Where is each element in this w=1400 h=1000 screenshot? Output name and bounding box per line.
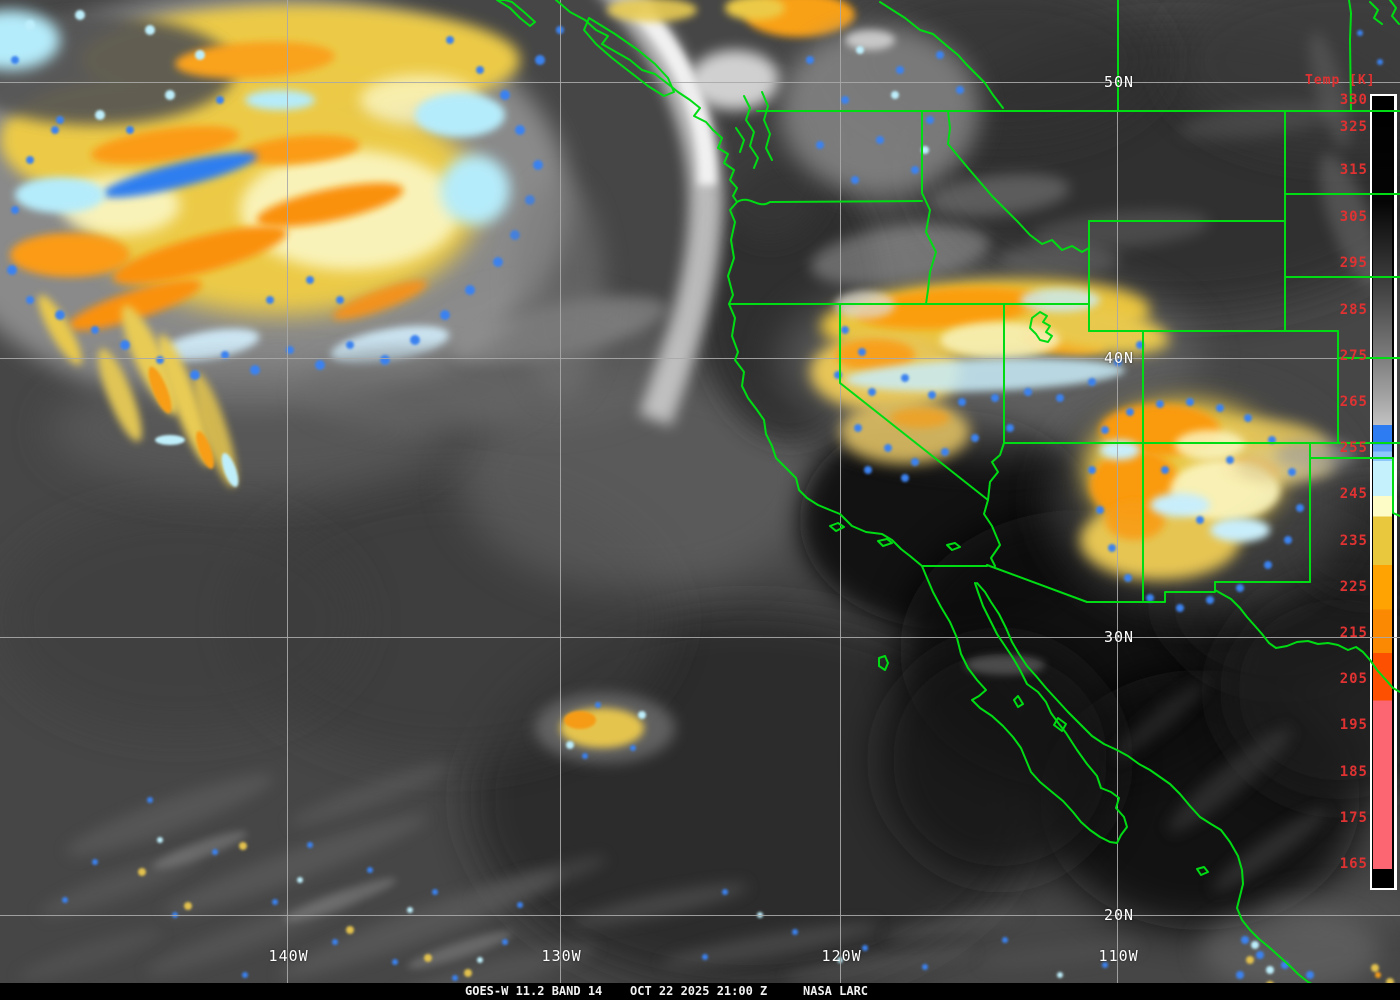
storm-northwest	[0, 0, 668, 490]
pacific-coastline	[555, 0, 923, 567]
storm-blue-fringe-speckles	[7, 10, 564, 380]
colorbar	[1370, 94, 1397, 890]
credit-label: NASA LARC	[803, 984, 869, 998]
washington-idaho-border	[921, 110, 937, 305]
sonora-sinaloa-coastline	[976, 582, 1351, 999]
oklahoma-texas-border	[1309, 457, 1400, 517]
puget-sound	[735, 91, 773, 169]
haida-gwaii-islands	[496, 0, 536, 27]
vancouver-island	[583, 17, 675, 97]
gulf-islands	[1013, 695, 1067, 732]
california-nevada-border	[839, 303, 989, 501]
field-bottom-right-convection	[1057, 910, 1394, 990]
saskatchewan-manitoba-border	[1348, 0, 1352, 112]
satellite-band-label: GOES-W 11.2 BAND 14	[465, 984, 603, 998]
channel-islands	[829, 522, 961, 551]
washington-oregon-border	[736, 198, 923, 206]
colorbar-title: Temp [K]	[1305, 73, 1376, 88]
field-bottom-center	[571, 655, 1140, 982]
baja-california-peninsula	[921, 565, 1128, 844]
colorbar-inner-line	[1394, 96, 1396, 888]
colorado-river-border	[983, 442, 1005, 567]
rio-grande-border	[1214, 589, 1400, 693]
small-island-offshore	[1196, 866, 1209, 876]
status-bar: GOES-W 11.2 BAND 14 OCT 22 2025 21:00 Z …	[0, 983, 1400, 1000]
idaho-montana-border	[947, 110, 1090, 253]
band-nevada-utah	[780, 270, 1200, 482]
bc-alberta-border	[879, 1, 1004, 109]
timestamp-label: OCT 22 2025 21:00 Z	[630, 984, 768, 998]
colorbar-gradient	[1373, 100, 1392, 883]
guadalupe-island	[878, 655, 889, 671]
arizona-mexico-border	[986, 564, 1216, 603]
great-salt-lake	[1029, 311, 1053, 343]
patch-south-of-california	[535, 693, 675, 763]
manitoba-lakes	[1369, 0, 1400, 25]
